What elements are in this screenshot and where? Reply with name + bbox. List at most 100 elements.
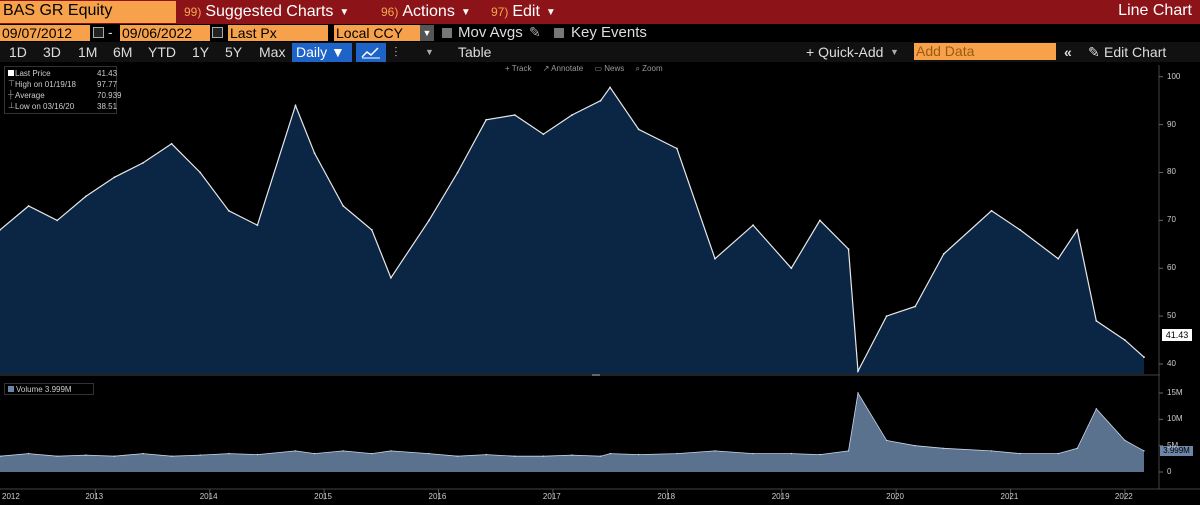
collapse-icon[interactable]: « [1064,44,1072,60]
frequency-select[interactable]: Daily ▼ [292,43,352,62]
x-tick-label: 2020 [886,492,904,501]
field-select[interactable]: Last Px [228,25,328,41]
volume-point [485,453,487,456]
price-point [0,229,1,231]
news-label: News [604,64,625,73]
quick-add-dropdown-icon[interactable]: ▼ [890,47,899,57]
range-5y-button[interactable]: 5Y [225,44,243,60]
price-tick-label: 60 [1167,263,1176,273]
ticker-input[interactable]: BAS GR Equity [0,1,176,23]
quick-add-button[interactable]: + Quick-Add [806,44,884,60]
menu-label: Edit [512,3,540,20]
price-point [342,205,345,207]
price-point [313,152,316,155]
volume-point [609,452,611,455]
last-price-tag: 41.43 [1162,329,1192,341]
menu-number: 97) [491,5,509,19]
volume-point [1124,439,1126,442]
volume-point [256,453,259,456]
price-point [370,229,373,231]
range-1d-button[interactable]: 1D [9,44,27,60]
key-events-checkbox[interactable] [554,28,564,38]
price-point [256,224,259,227]
suggested-charts-menu[interactable]: 99) Suggested Charts ▼ [184,0,349,24]
price-point [752,224,754,227]
edit-chart-button[interactable]: Edit Chart [1104,44,1167,60]
price-point [942,253,945,255]
price-point [1076,229,1079,231]
currency-select[interactable]: Local CCY [334,25,420,41]
volume-line [0,391,1145,457]
volume-point [342,450,344,452]
volume-point [857,392,859,394]
volume-tick-label: 0 [1167,467,1172,476]
price-tick-label: 40 [1167,359,1176,368]
table-button[interactable]: Table [458,44,492,60]
price-point [1057,257,1060,260]
line-graph-icon[interactable] [356,43,386,62]
range-1m-button[interactable]: 1M [78,44,98,60]
line-graph-icon-glyph [361,47,380,59]
calendar-icon[interactable] [212,27,223,38]
bar-chart-icon[interactable]: ⫶ [394,44,398,60]
price-point [27,205,30,207]
range-ytd-button[interactable]: YTD [148,44,176,60]
track-tool[interactable]: + Track [505,64,532,73]
mov-avgs-label: Mov Avgs [458,24,523,41]
range-1y-button[interactable]: 1Y [192,44,210,60]
price-point [390,276,392,279]
price-point [990,209,993,212]
price-point [1124,339,1126,341]
zoom-tool[interactable]: ⌕ Zoom [635,64,663,73]
chart-type-title: Line Chart [1118,2,1192,19]
price-point [714,257,716,260]
range-3d-button[interactable]: 3D [43,44,61,60]
price-point [914,305,917,308]
dropdown-arrow-icon[interactable]: ▼ [420,25,434,41]
pencil-icon[interactable]: ✎ [529,24,541,40]
legend-value: 41.43 [97,69,118,78]
volume-point [1057,452,1059,455]
actions-menu[interactable]: 96) Actions ▼ [381,0,471,24]
calendar-icon[interactable] [93,27,104,38]
volume-area [0,393,1144,472]
start-date-input[interactable]: 09/07/2012 [0,25,90,41]
end-date-input[interactable]: 09/06/2022 [120,25,210,41]
volume-point [714,450,716,452]
caret-down-icon: ▼ [460,6,471,18]
price-point [1019,229,1021,231]
price-point [542,133,545,136]
average-marker-icon: ┼ [8,90,14,99]
price-volume-chart[interactable] [0,62,1200,505]
news-tool[interactable]: ▭ News [594,64,625,73]
price-point [637,128,640,131]
legend-last-price: Last Price 41.43 [5,69,118,79]
volume-point [371,452,373,455]
add-data-input[interactable]: Add Data [914,43,1056,60]
volume-point [676,452,678,455]
range-6m-button[interactable]: 6M [113,44,133,60]
price-point [847,248,850,251]
edit-menu[interactable]: 97) Edit ▼ [491,0,556,24]
panel-resize-handle [592,373,600,376]
legend-value: 38.51 [97,102,118,111]
annotate-tool[interactable]: ↗ Annotate [542,64,584,73]
track-label: Track [511,64,532,73]
price-tick-label: 80 [1167,167,1176,177]
mov-avgs-checkbox[interactable] [442,28,452,38]
price-point [819,219,821,222]
low-marker-icon: ⊥ [8,101,15,110]
chart-type-dropdown-icon[interactable]: ▼ [425,47,434,57]
volume-point [199,454,201,456]
volume-point [428,452,430,455]
price-area [0,87,1144,375]
date-separator: - [108,24,113,40]
annotate-label: Annotate [551,64,584,73]
legend-swatch [8,70,14,76]
volume-point [0,455,1,457]
volume-point [990,450,993,452]
high-marker-icon: ⊤ [8,79,15,88]
volume-point [456,455,459,457]
range-max-button[interactable]: Max [259,44,286,60]
title-bar: BAS GR Equity 99) Suggested Charts ▼ 96)… [0,0,1200,24]
